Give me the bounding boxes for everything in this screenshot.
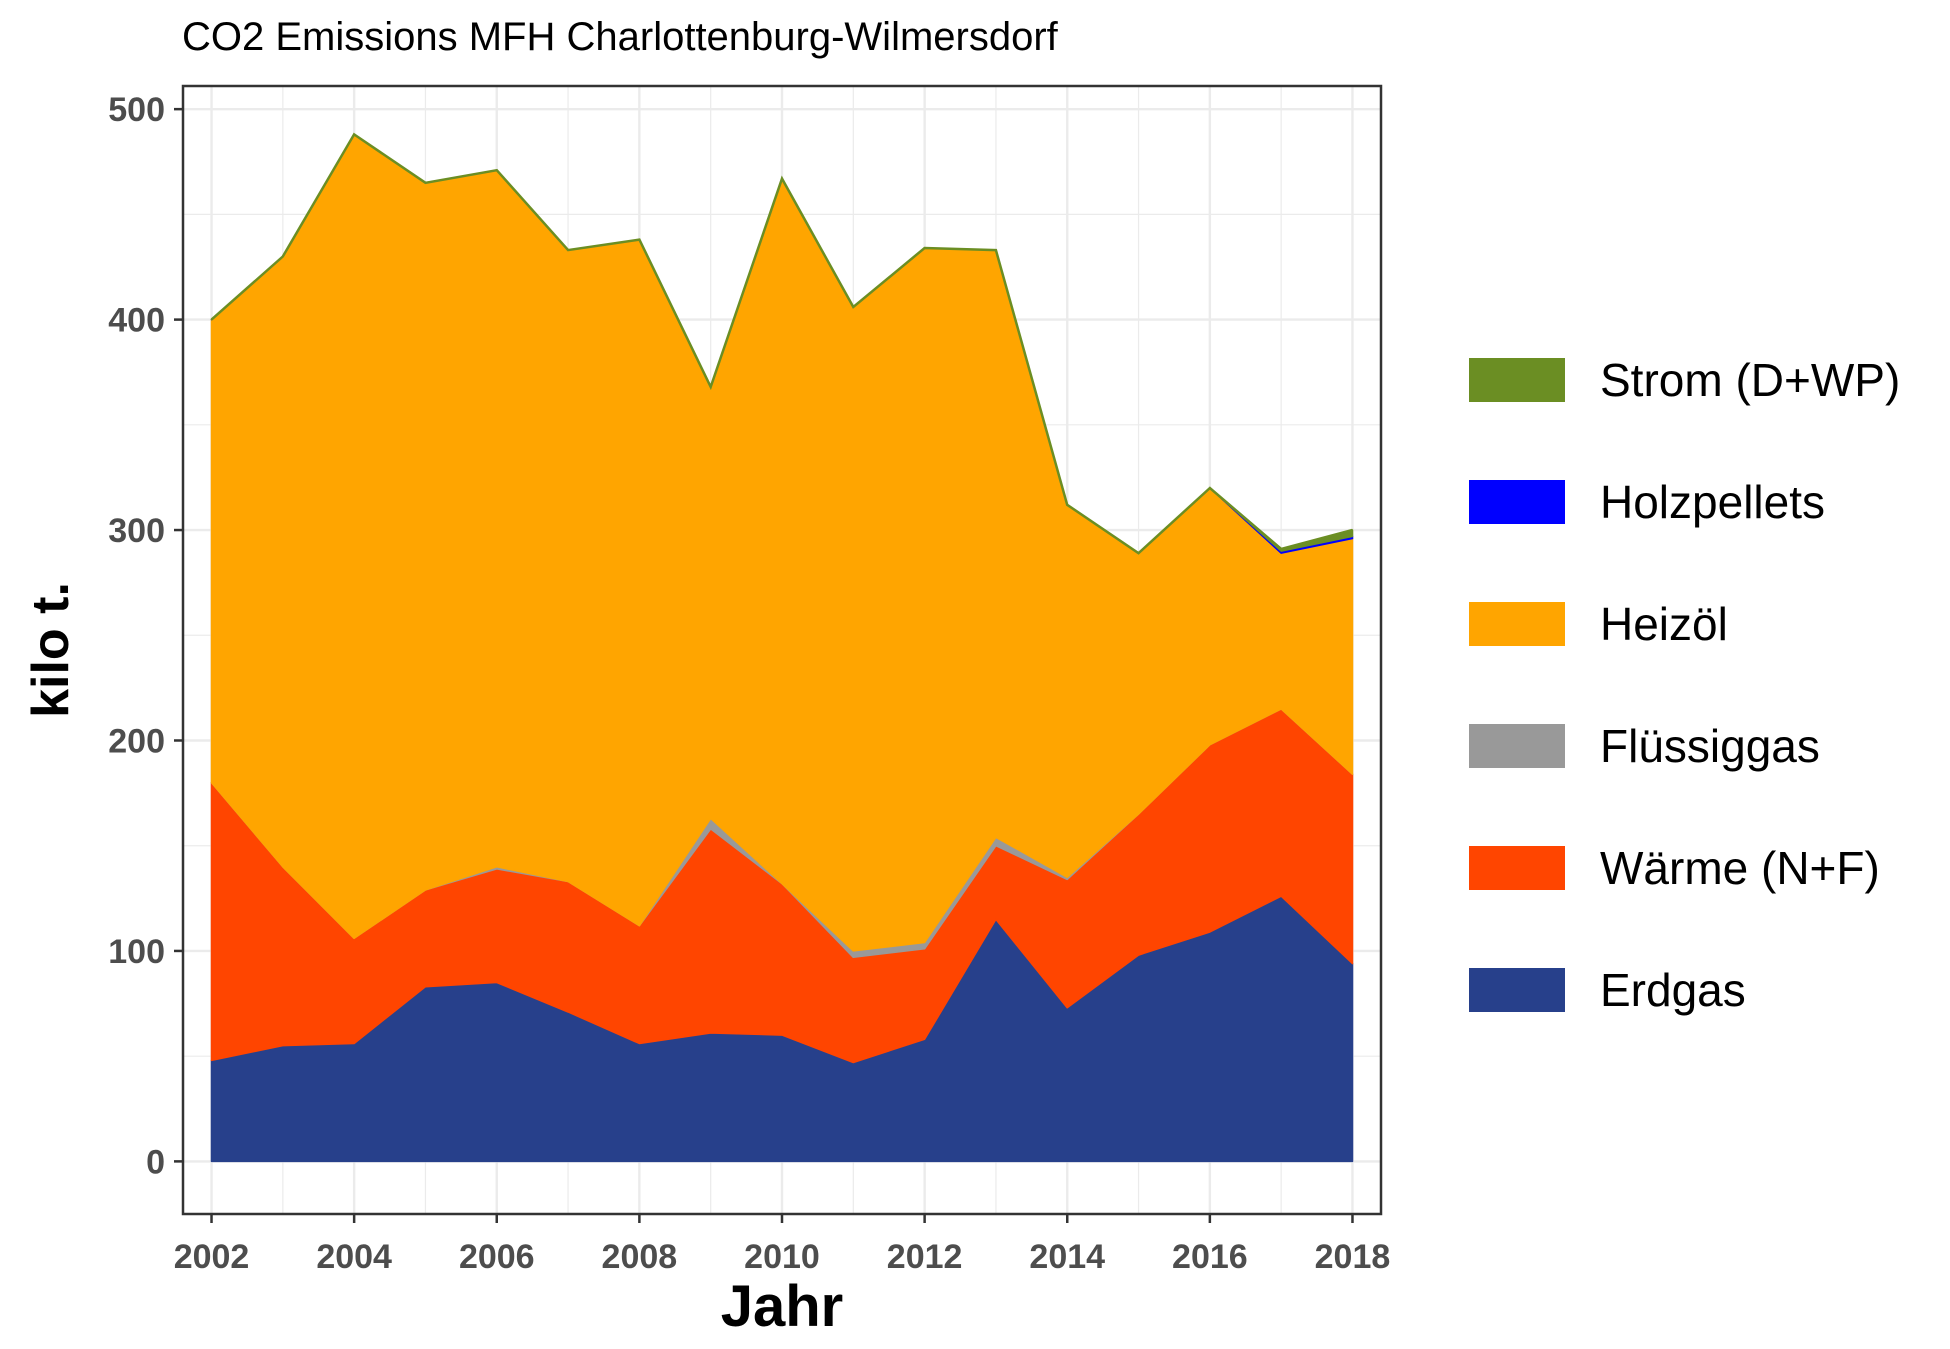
legend-key [1469, 724, 1565, 768]
y-tick-label: 300 [108, 512, 165, 550]
legend-key [1469, 846, 1565, 890]
legend-key [1469, 480, 1565, 524]
legend-label: Strom (D+WP) [1600, 354, 1900, 406]
y-tick-label: 400 [108, 302, 165, 340]
legend-label: Flüssiggas [1600, 720, 1820, 772]
x-tick-label: 2006 [459, 1238, 535, 1276]
x-tick-label: 2012 [887, 1238, 963, 1276]
y-tick-label: 100 [108, 933, 165, 971]
legend-key [1469, 602, 1565, 646]
x-tick-label: 2016 [1172, 1238, 1248, 1276]
y-tick-label: 500 [108, 91, 165, 129]
y-tick-label: 200 [108, 722, 165, 760]
legend: Strom (D+WP) Holzpellets Heizöl Flüssiggas W… [1469, 354, 1900, 1016]
legend-label: Erdgas [1600, 964, 1746, 1016]
x-tick-label: 2010 [744, 1238, 820, 1276]
chart-title: CO2 Emissions MFH Charlottenburg-Wilmers… [182, 15, 1059, 59]
legend-key [1469, 968, 1565, 1012]
x-axis-title: Jahr [721, 1274, 844, 1339]
area-total-outline [210, 132, 1353, 555]
stacked-areas [210, 132, 1354, 1163]
x-tick-label: 2004 [316, 1238, 392, 1276]
y-tick-label: 0 [146, 1143, 165, 1181]
legend-label: Holzpellets [1600, 476, 1825, 528]
legend-label: Wärme (N+F) [1600, 842, 1880, 894]
x-axis: 2002 2004 2006 2008 2010 2012 2014 2016 2018 [174, 1214, 1391, 1276]
x-tick-label: 2002 [174, 1238, 250, 1276]
y-axis: 0 100 200 300 400 500 [108, 91, 183, 1181]
x-tick-label: 2018 [1315, 1238, 1391, 1276]
x-tick-label: 2014 [1029, 1238, 1105, 1276]
legend-key [1469, 358, 1565, 402]
x-tick-label: 2008 [602, 1238, 678, 1276]
y-axis-title: kilo t. [22, 582, 80, 718]
legend-label: Heizöl [1600, 598, 1728, 650]
